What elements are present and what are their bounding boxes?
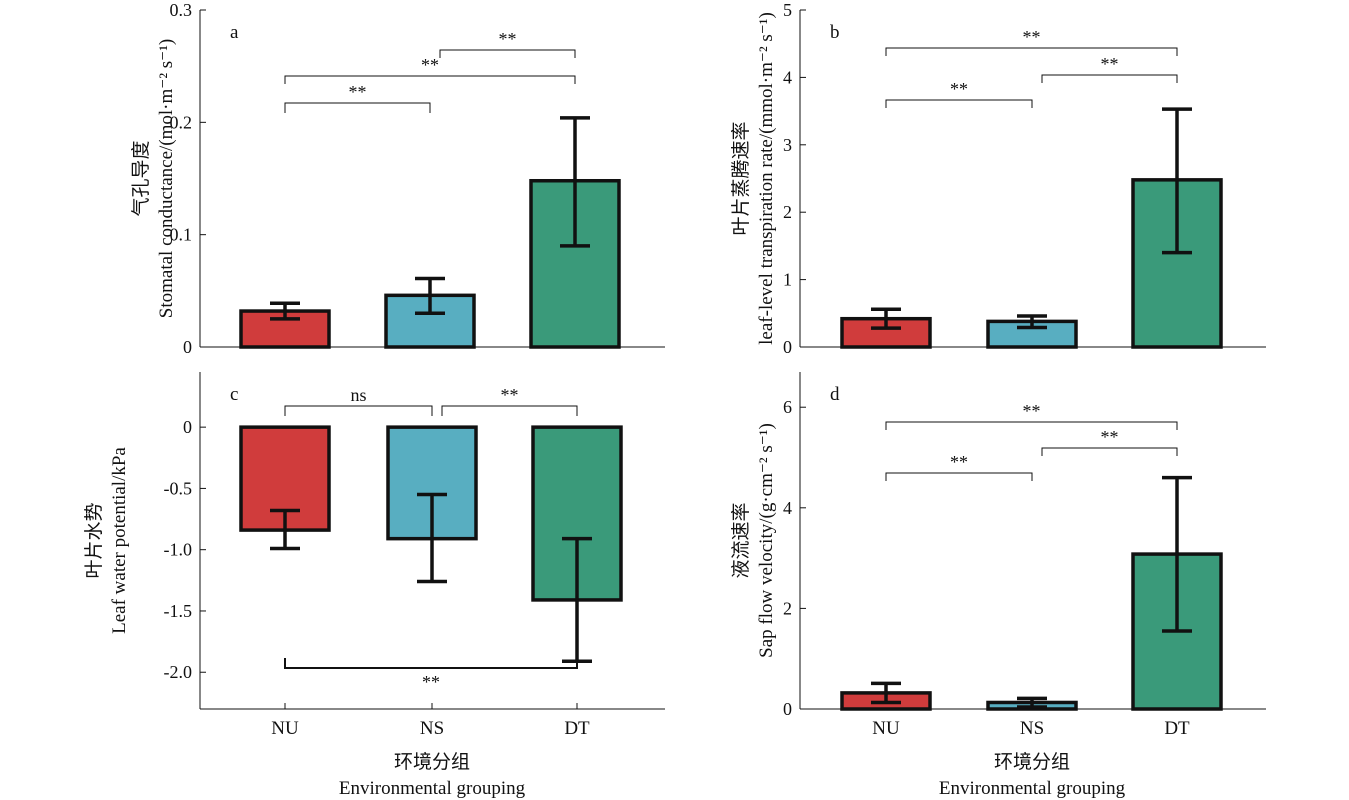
panel-a: 0 0.1 0.2 0.3 ** ** ** a 气孔导度 Stomatal conductanc… bbox=[130, 0, 665, 357]
y-tick-label: -0.5 bbox=[164, 478, 193, 498]
significance-label: ** bbox=[421, 55, 439, 75]
y-tick-label: 3 bbox=[783, 135, 792, 155]
y-tick-label: 0.3 bbox=[170, 0, 193, 20]
y-tick-label: -2.0 bbox=[164, 662, 193, 682]
significance-label: ** bbox=[950, 452, 968, 472]
y-tick-label: -1.0 bbox=[164, 540, 193, 560]
significance-bracket bbox=[284, 102, 431, 113]
panel-b: 0 1 2 3 4 5 ** ** ** b 叶片蒸腾速率 leaf-level transpirat… bbox=[730, 0, 1266, 357]
y-tick-label: 4 bbox=[783, 67, 792, 87]
y-tick-label: 0 bbox=[783, 337, 792, 357]
y-tick-label: 0 bbox=[183, 417, 192, 437]
significance-bracket bbox=[441, 405, 578, 416]
significance-bracket bbox=[284, 658, 578, 669]
y-tick-label: 4 bbox=[783, 498, 792, 518]
significance-label: ** bbox=[349, 82, 367, 102]
y-axis-label-en: Sap flow velocity/(g·cm⁻² s⁻¹) bbox=[756, 423, 777, 658]
significance-bracket bbox=[885, 421, 1178, 430]
y-axis-label-cn: 液流速率 bbox=[730, 502, 752, 578]
significance-label: ns bbox=[350, 385, 366, 405]
significance-label: ** bbox=[422, 672, 440, 692]
y-tick-label: 0.2 bbox=[170, 112, 193, 132]
x-axis-label-en-right: Environmental grouping bbox=[939, 778, 1126, 799]
x-axis-label-cn-right: 环境分组 bbox=[994, 751, 1070, 773]
x-axis-label-en-left: Environmental grouping bbox=[339, 778, 526, 799]
significance-label: ** bbox=[950, 79, 968, 99]
significance-bracket bbox=[284, 405, 433, 416]
y-axis-label-en: Leaf water potential/kPa bbox=[109, 447, 130, 634]
x-tick-label: DT bbox=[564, 718, 590, 739]
significance-bracket bbox=[284, 75, 576, 84]
y-tick-label: 2 bbox=[783, 202, 792, 222]
significance-bracket bbox=[1041, 74, 1178, 83]
significance-bracket bbox=[439, 49, 576, 58]
significance-label: ** bbox=[1101, 54, 1119, 74]
y-axis-label-cn: 气孔导度 bbox=[130, 140, 152, 216]
significance-label: ** bbox=[499, 29, 517, 49]
significance-label: ** bbox=[1023, 27, 1041, 47]
significance-bracket bbox=[885, 47, 1178, 56]
significance-bracket bbox=[885, 472, 1033, 481]
y-tick-label: 5 bbox=[783, 0, 792, 20]
x-tick-label: NS bbox=[420, 718, 444, 739]
y-tick-label: 1 bbox=[783, 270, 792, 290]
x-tick-label: NS bbox=[1020, 718, 1044, 739]
panel-label: c bbox=[230, 384, 238, 405]
panel-c: 0 -0.5 -1.0 -1.5 -2.0 NU NS DT ns ** ** c 叶片水势 Leaf w… bbox=[83, 372, 665, 739]
x-axis-label-cn-left: 环境分组 bbox=[394, 751, 470, 773]
x-tick-label: NU bbox=[872, 718, 900, 739]
y-tick-label: 0 bbox=[783, 699, 792, 719]
panel-label: b bbox=[830, 22, 840, 43]
panel-label: a bbox=[230, 22, 239, 43]
y-tick-label: 2 bbox=[783, 598, 792, 618]
significance-bracket bbox=[885, 99, 1033, 108]
panel-d: 0 2 4 6 NU NS DT ** ** ** d 液流速率 Sap flow velocity/(… bbox=[730, 372, 1266, 739]
y-tick-label: 6 bbox=[783, 397, 792, 417]
panel-label: d bbox=[830, 384, 840, 405]
significance-label: ** bbox=[1101, 427, 1119, 447]
y-tick-label: 0 bbox=[183, 337, 192, 357]
significance-bracket bbox=[1041, 447, 1178, 456]
y-tick-label: -1.5 bbox=[164, 601, 193, 621]
y-axis-label-cn: 叶片水势 bbox=[83, 502, 105, 578]
y-axis-label-en: leaf-level transpiration rate/(mmol·m⁻² … bbox=[756, 12, 777, 345]
significance-label: ** bbox=[501, 385, 519, 405]
x-tick-label: NU bbox=[271, 718, 299, 739]
x-tick-label: DT bbox=[1164, 718, 1190, 739]
significance-label: ** bbox=[1023, 401, 1041, 421]
y-tick-label: 0.1 bbox=[170, 225, 193, 245]
y-axis-label-cn: 叶片蒸腾速率 bbox=[730, 121, 752, 235]
y-axis-label-en: Stomatal conductance/(mol·m⁻² s⁻¹) bbox=[156, 39, 177, 318]
